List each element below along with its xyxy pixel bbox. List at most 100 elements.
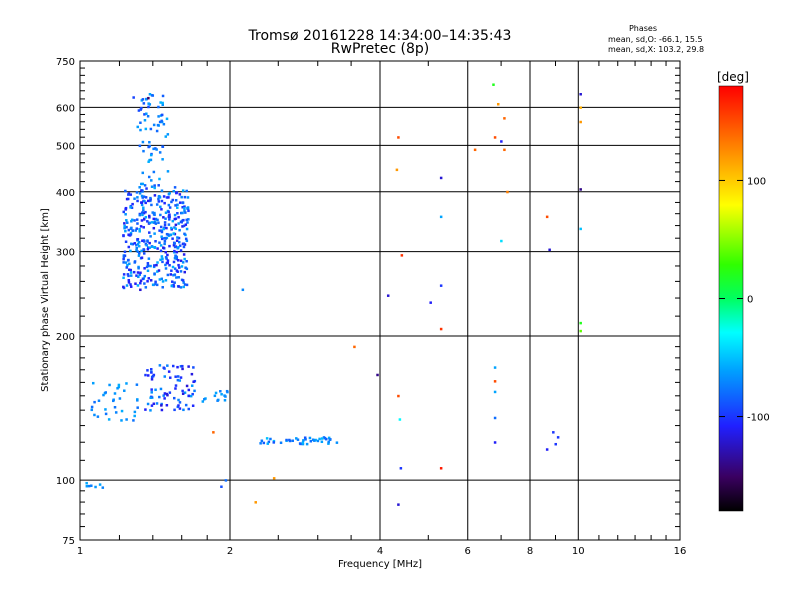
data-point <box>295 437 298 440</box>
data-point <box>183 195 187 199</box>
data-point <box>148 241 151 245</box>
data-point <box>143 274 147 278</box>
data-point <box>305 442 309 446</box>
data-point <box>179 259 183 263</box>
data-point <box>473 148 477 152</box>
data-point <box>279 441 283 445</box>
data-point <box>163 201 166 205</box>
data-point <box>158 177 161 181</box>
data-point <box>157 269 161 272</box>
data-point <box>181 261 185 264</box>
data-point <box>181 364 184 368</box>
data-point <box>168 263 171 267</box>
data-point <box>177 240 181 244</box>
data-point <box>260 439 264 443</box>
data-point <box>397 394 400 398</box>
data-point <box>173 256 177 260</box>
data-point <box>150 185 154 188</box>
data-point <box>159 387 163 391</box>
data-point <box>395 168 399 172</box>
data-point <box>143 282 146 285</box>
data-point <box>163 392 167 395</box>
data-point <box>182 242 186 246</box>
data-point <box>187 218 190 221</box>
data-point <box>316 439 320 443</box>
data-point <box>149 153 153 157</box>
data-point <box>176 270 179 273</box>
data-point <box>160 402 163 406</box>
data-point <box>129 268 133 272</box>
data-point <box>171 198 174 202</box>
data-point <box>548 248 551 252</box>
data-point <box>137 240 141 244</box>
data-point <box>376 373 379 377</box>
data-point <box>135 191 139 194</box>
data-point <box>161 94 165 98</box>
data-point <box>163 236 166 240</box>
x-tick-labels: 1 2 4 6 8 10 16 <box>77 546 687 557</box>
data-point <box>126 264 129 267</box>
stats-o-line: mean, sd,O: -66.1, 15.5 <box>608 35 703 44</box>
data-point <box>156 270 159 273</box>
data-point <box>112 399 115 403</box>
data-point <box>500 140 503 143</box>
data-point <box>130 226 133 230</box>
data-point <box>269 437 272 441</box>
data-point <box>147 102 150 105</box>
data-point <box>223 399 227 402</box>
data-point <box>186 196 190 199</box>
data-point <box>146 247 150 251</box>
data-point <box>554 442 557 446</box>
data-point <box>187 394 191 398</box>
data-point <box>117 383 121 387</box>
data-point <box>160 235 163 238</box>
data-point <box>177 222 180 225</box>
data-point <box>152 147 155 151</box>
data-point <box>149 127 153 131</box>
data-point <box>320 440 324 444</box>
data-point <box>182 285 185 289</box>
data-point <box>133 414 136 418</box>
data-point <box>144 127 148 131</box>
data-point <box>134 282 137 285</box>
data-point <box>135 274 138 277</box>
data-point <box>167 223 171 226</box>
data-point <box>123 250 127 254</box>
data-point <box>302 439 305 442</box>
data-point <box>144 201 147 205</box>
data-point <box>493 136 497 139</box>
data-point <box>96 415 100 418</box>
data-point <box>153 232 156 235</box>
data-point <box>133 260 137 263</box>
data-point <box>429 301 432 304</box>
data-point <box>151 283 155 287</box>
data-point <box>155 263 158 267</box>
data-point <box>203 397 206 401</box>
data-point <box>118 397 122 400</box>
data-point <box>143 184 147 187</box>
data-point <box>143 119 147 122</box>
data-point <box>138 186 141 189</box>
data-point <box>165 232 169 236</box>
data-point <box>296 438 300 441</box>
colorbar-tick-label: 0 <box>747 295 753 306</box>
data-point <box>503 148 506 152</box>
data-point <box>166 364 169 367</box>
data-point <box>138 192 142 195</box>
data-point <box>219 390 222 393</box>
data-point <box>177 263 180 267</box>
data-point <box>181 211 184 215</box>
data-point <box>159 225 163 229</box>
data-point <box>143 267 146 270</box>
data-point <box>158 229 161 232</box>
data-point <box>153 186 156 190</box>
data-point <box>353 345 356 349</box>
data-point <box>327 442 330 445</box>
data-point <box>172 260 176 264</box>
data-point <box>174 384 178 387</box>
data-point <box>170 284 174 288</box>
data-point <box>191 404 195 407</box>
data-point <box>439 284 443 287</box>
data-point <box>122 234 125 238</box>
data-point <box>142 149 145 153</box>
